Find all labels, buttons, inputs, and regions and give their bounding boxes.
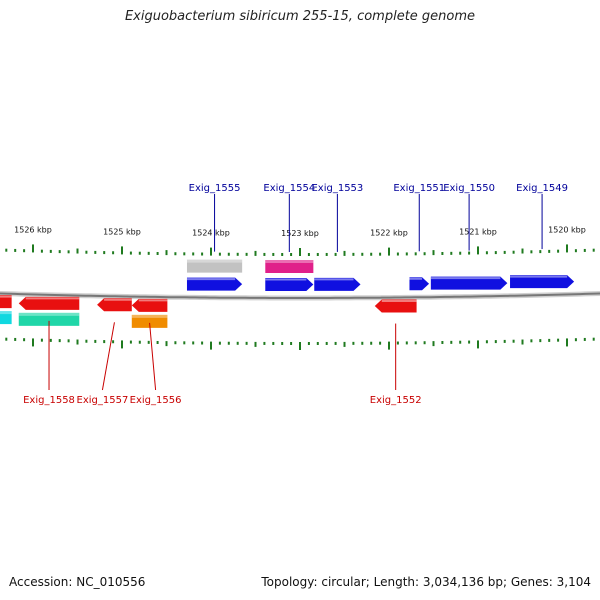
rna-feature	[265, 259, 314, 273]
scale-ticks: 1526 kbp 1525 kbp 1524 kbp 1523 kbp 1522 kbp…	[5, 225, 595, 350]
gene-arrow-body	[131, 298, 168, 312]
rna-feature-body	[0, 311, 12, 325]
gene-arrow-body	[18, 296, 80, 310]
tick-label: 1523 kbp	[281, 229, 319, 238]
rna-feature-body	[18, 312, 80, 326]
tick-label: 1526 kbp	[14, 225, 52, 234]
backbone-line	[0, 292, 600, 299]
gene-arrow	[131, 298, 168, 312]
label-leader	[101, 322, 115, 391]
rna-feature-highlight	[186, 259, 243, 263]
rna-feature-highlight	[0, 311, 12, 315]
rna-feature-highlight	[265, 259, 314, 263]
gene-label: Exig_1549	[516, 183, 568, 194]
gene-label: Exig_1553	[311, 183, 363, 194]
rna-feature	[18, 312, 80, 326]
gene-arrow	[18, 296, 80, 310]
map-title: Exiguobacterium sibiricum 255-15, comple…	[124, 9, 476, 24]
gene-arrow	[97, 298, 132, 312]
gene-arrow-body	[510, 275, 575, 289]
gene-label: Exig_1558	[23, 395, 75, 406]
gene-label: Exig_1554	[263, 183, 315, 194]
tick-label: 1524 kbp	[192, 229, 230, 238]
rna-feature	[186, 259, 243, 273]
gene-label: Exig_1555	[189, 183, 241, 194]
gene-label: Exig_1557	[77, 395, 129, 406]
rna-feature-highlight	[131, 314, 168, 318]
gene-label: Exig_1556	[130, 395, 182, 406]
gene-arrow-body	[314, 277, 361, 291]
gene-arrow	[510, 275, 575, 289]
gene-label: Exig_1552	[370, 395, 422, 406]
label-leader	[149, 322, 157, 391]
gene-arrow	[265, 277, 314, 291]
gene-arrow-body	[0, 295, 12, 309]
tick-label: 1521 kbp	[459, 227, 497, 236]
rna-feature	[0, 311, 12, 325]
accession-text: Accession: NC_010556	[9, 575, 146, 589]
rna-feature-body	[186, 259, 243, 273]
tick-label: 1522 kbp	[370, 229, 408, 238]
rna-feature-body	[265, 259, 314, 273]
gene-arrow	[186, 277, 243, 291]
gene-arrow	[409, 277, 430, 291]
topology-summary: Topology: circular; Length: 3,034,136 bp…	[261, 575, 591, 589]
gene-arrow	[374, 299, 417, 313]
genome-backbone	[0, 290, 600, 301]
gene-label: Exig_1551	[393, 183, 445, 194]
tick-label: 1525 kbp	[103, 227, 141, 236]
rna-feature-highlight	[18, 312, 80, 316]
tick-label: 1520 kbp	[548, 225, 586, 234]
gene-label: Exig_1550	[443, 183, 495, 194]
gene-arrow	[314, 277, 361, 291]
rna-feature	[131, 314, 168, 328]
gene-arrow-body	[97, 298, 132, 312]
gene-arrow-body	[265, 277, 314, 291]
gene-arrow-body	[374, 299, 417, 313]
gene-arrow	[0, 295, 12, 309]
gene-arrow-body	[409, 277, 430, 291]
rna-feature-body	[131, 314, 168, 328]
gene-arrow-body	[186, 277, 243, 291]
gene-arrow-body	[430, 276, 508, 290]
gene-arrow	[430, 276, 508, 290]
rna-tracks	[0, 259, 314, 328]
gene-tracks	[0, 275, 575, 313]
